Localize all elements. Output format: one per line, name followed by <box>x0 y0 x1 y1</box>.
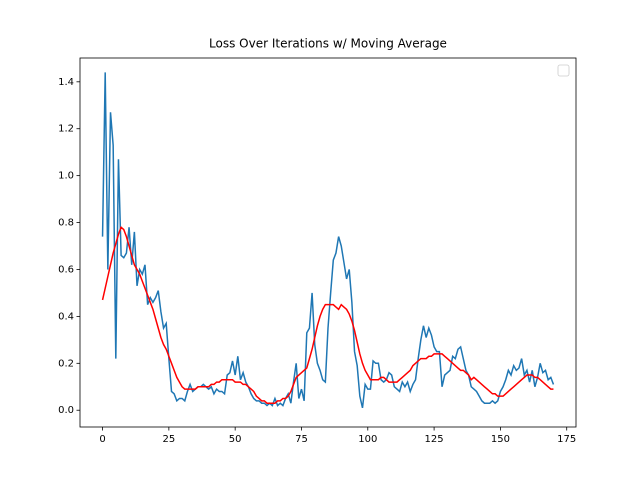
data-line <box>101 225 554 404</box>
axes-frame <box>79 57 577 428</box>
x-tick-label: 100 <box>358 434 377 445</box>
y-tick-label: 0.8 <box>58 218 74 229</box>
x-tick-label: 0 <box>99 434 105 445</box>
x-tick-label: 25 <box>162 434 175 445</box>
chart-title: Loss Over Iterations w/ Moving Average <box>209 37 447 51</box>
x-tick-label: 125 <box>425 434 444 445</box>
y-tick-label: 0.6 <box>58 264 74 275</box>
y-tick-label: 0.2 <box>58 358 74 369</box>
y-tick-label: 1.2 <box>58 124 74 135</box>
y-tick-label: 1.4 <box>58 77 74 88</box>
x-tick-label: 175 <box>557 434 576 445</box>
x-tick-label: 75 <box>295 434 308 445</box>
data-line <box>101 72 555 409</box>
x-tick-label: 150 <box>491 434 510 445</box>
y-tick-label: 0.0 <box>58 405 74 416</box>
legend <box>557 64 570 77</box>
y-tick-label: 1.0 <box>58 171 74 182</box>
y-tick-label: 0.4 <box>58 311 74 322</box>
x-tick-label: 50 <box>229 434 242 445</box>
